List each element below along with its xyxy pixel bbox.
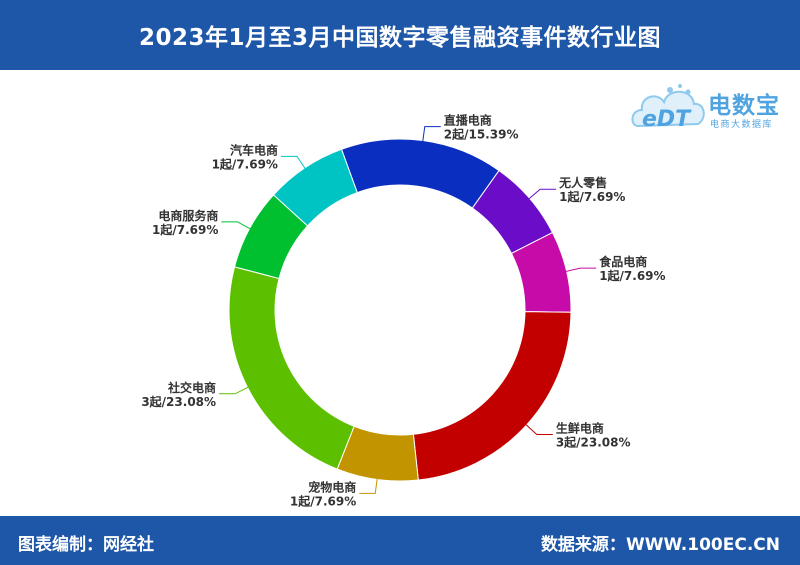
slice-3 [412, 311, 572, 481]
logo-subtext: 电商大数据库 [710, 120, 774, 130]
slice-name-label-1: 无人零售 [558, 175, 607, 190]
slice-7 [272, 148, 358, 227]
slice-value-label-2: 1起/7.69% [599, 268, 665, 283]
footer-credit-label: 图表编制： [18, 535, 103, 555]
slice-name-label-4: 宠物电商 [308, 479, 356, 494]
leader-line-6 [221, 221, 252, 230]
leader-line-5 [219, 386, 250, 395]
leader-line-3 [524, 423, 553, 436]
chart-title: 2023年1月至3月中国数字零售融资事件数行业图 [138, 25, 662, 51]
slice-name-label-6: 电商服务商 [158, 208, 218, 223]
header-bar: 2023年1月至3月中国数字零售融资事件数行业图 [0, 0, 800, 70]
slice-name-label-3: 生鲜电商 [556, 421, 604, 436]
footer-source-label: 数据来源： [540, 535, 626, 555]
leader-line-7 [280, 155, 307, 170]
leader-line-1 [527, 188, 557, 201]
logo-text: 电数宝 [708, 93, 780, 119]
slice-0 [340, 138, 500, 209]
slice-value-label-3: 3起/23.08% [556, 435, 631, 450]
slice-value-label-4: 1起/7.69% [290, 493, 356, 508]
logo-badge: eDT [642, 107, 692, 132]
slice-name-label-0: 直播电商 [444, 113, 492, 128]
slice-value-label-7: 1起/7.69% [212, 156, 278, 171]
footer-source-value: WWW.100EC.CN [625, 535, 780, 555]
leader-line-4 [359, 477, 378, 494]
slice-5 [228, 266, 355, 470]
donut-chart: 直播电商2起/15.39%无人零售1起/7.69%食品电商1起/7.69%生鲜电… [141, 113, 665, 509]
logo-cloud-icon: eDT [631, 84, 705, 132]
slice-name-label-2: 食品电商 [598, 254, 647, 269]
leader-line-0 [422, 126, 441, 143]
footer-credit: 图表编制：网经社 [18, 530, 154, 555]
slice-value-label-1: 1起/7.69% [559, 189, 625, 204]
leader-line-2 [564, 267, 597, 273]
slice-value-label-5: 3起/23.08% [141, 394, 216, 409]
footer-bar: 图表编制：网经社 数据来源：WWW.100EC.CN [0, 516, 800, 565]
footer-credit-value: 网经社 [103, 535, 154, 555]
slice-value-label-6: 1起/7.69% [152, 222, 218, 237]
slice-name-label-7: 汽车电商 [230, 142, 278, 157]
footer-source: 数据来源：WWW.100EC.CN [541, 530, 780, 555]
slice-name-label-5: 社交电商 [167, 380, 216, 395]
slice-value-label-0: 2起/15.39% [444, 127, 519, 142]
